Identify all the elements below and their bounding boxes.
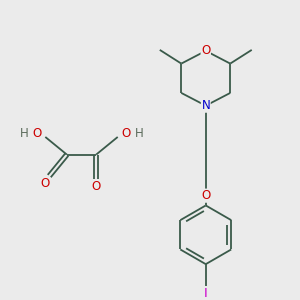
Text: O: O (121, 127, 130, 140)
Text: O: O (201, 189, 210, 202)
Text: O: O (92, 180, 101, 194)
Text: N: N (201, 99, 210, 112)
Text: O: O (41, 177, 50, 190)
Text: H: H (20, 127, 28, 140)
Text: H: H (135, 127, 144, 140)
Text: O: O (33, 127, 42, 140)
Text: I: I (204, 287, 208, 300)
Text: O: O (201, 44, 210, 57)
